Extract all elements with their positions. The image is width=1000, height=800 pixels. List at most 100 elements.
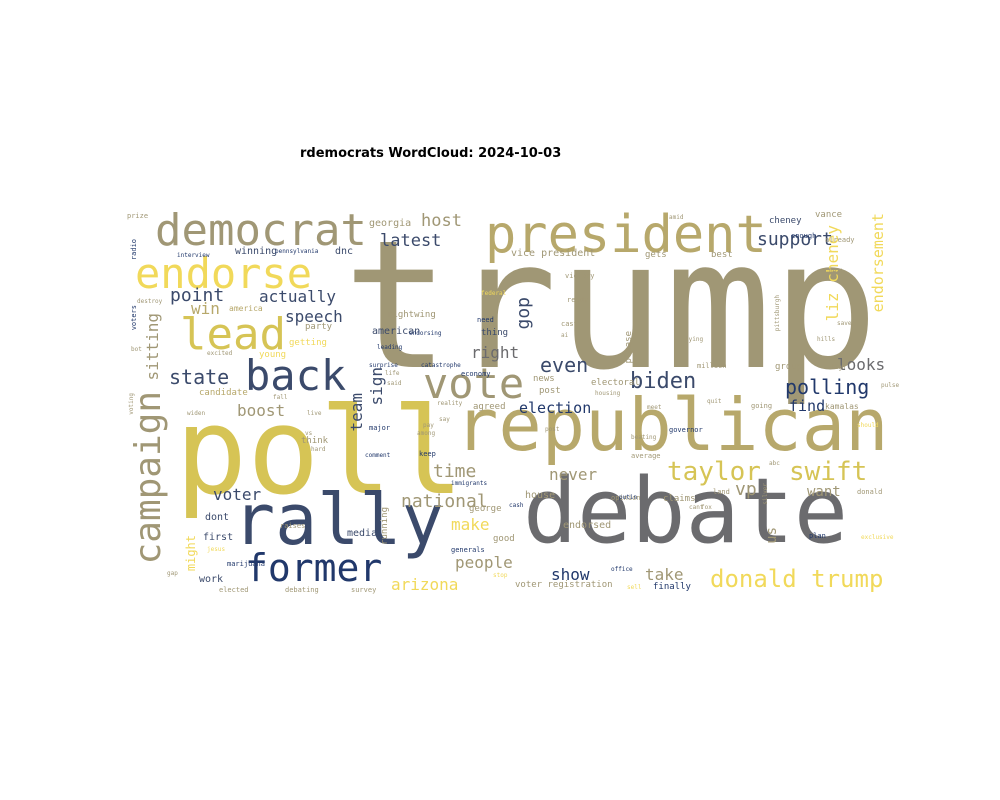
cloud-word: voter [213,485,262,504]
cloud-word: work [199,574,224,585]
cloud-word: president [485,205,767,265]
cloud-word: news [533,374,555,384]
cloud-word: surprise [369,362,398,369]
cloud-word: prize [127,212,149,220]
cloud-word: vote [423,359,525,408]
cloud-word: kamalas [825,402,859,411]
cloud-word: voting [128,393,135,415]
cloud-word: swift [789,457,868,487]
cloud-word: save [837,320,852,327]
cloud-word: pulse [881,382,900,389]
cloud-word: governor [669,426,703,434]
cloud-word: opinion [611,494,641,502]
cloud-word: quit [707,398,722,405]
cloud-word: find [789,397,826,415]
cloud-word: enough [791,232,817,240]
cloud-word: fox [701,504,712,511]
cloud-word: bot [131,346,142,353]
cloud-word: gap [167,570,178,577]
cloud-word: people [455,553,513,572]
cloud-word: good [493,534,515,544]
cloud-word: hard [311,446,326,453]
cloud-word: best [711,250,733,260]
cloud-word: donald trump [710,565,884,593]
cloud-word: never [549,465,598,484]
cloud-word: support [757,229,833,250]
word-cloud: trump poll republican debate rally president d… [125,205,900,595]
cloud-word: pay [423,422,434,429]
cloud-word: pennsylvania [275,248,319,255]
cloud-word: first [203,532,234,543]
cloud-word: right [471,343,520,362]
cloud-word: media [347,528,378,539]
cloud-word: might [184,535,198,572]
cloud-word: survey [351,586,377,594]
cloud-word: post [545,426,560,433]
cloud-word: federal [481,290,507,297]
cloud-word: group [775,362,803,372]
cloud-word: georgia [369,218,412,229]
cloud-word: endorsement [869,213,887,313]
cloud-word: jesus [207,546,226,553]
cloud-word: agreed [473,402,506,412]
cloud-word: ready [567,296,589,304]
cloud-word: high [831,364,846,371]
cloud-word: debating [285,586,319,594]
cloud-word: life [385,370,400,377]
cloud-word: national [401,491,488,512]
cloud-word: raises [280,522,306,530]
cloud-word: map [611,358,622,365]
cloud-word: back [245,351,347,400]
cloud-word: destroy [137,298,163,305]
cloud-word: arizona [391,575,459,594]
cloud-word: show [551,565,590,584]
cloud-word: generals [451,546,485,554]
cloud-word: already [825,236,855,244]
cloud-word: candidate [199,388,248,398]
cloud-word: young [259,350,287,360]
cloud-word: say [439,416,450,423]
cloud-word: reality [437,400,463,407]
cloud-word: cash [509,502,524,509]
cloud-word: average [631,452,661,460]
cloud-word: electoral [591,378,640,388]
cloud-word: office [611,566,633,573]
cloud-word: american [372,326,421,337]
cloud-word: said [387,380,402,387]
cloud-word: economy [461,370,491,378]
cloud-word: gop [513,297,534,330]
cloud-word: state [169,365,230,389]
cloud-word: should [857,422,879,429]
cloud-word: want [807,484,841,500]
cloud-word: latest [380,231,442,251]
cloud-word: election [519,399,592,417]
cloud-word: speech [285,307,343,326]
cloud-word: interview [177,252,210,259]
cloud-word: immigrants [451,480,488,487]
cloud-word: house [525,490,556,501]
cloud-word: voters [130,305,138,331]
cloud-word: gets [645,250,667,260]
cloud-word: cast [561,320,578,328]
cloud-word: time [433,461,477,482]
cloud-word: campaign [128,391,169,565]
cloud-word: dnc [335,246,354,257]
cloud-word: plan [809,532,826,540]
cloud-word: elected [219,586,249,594]
cloud-word: beat [829,268,844,275]
cloud-word: republican [455,383,889,467]
cloud-word: marijuana [227,560,265,568]
cloud-word: lead [180,309,286,360]
cloud-word: widen [187,410,206,417]
cloud-word: please [624,331,634,364]
cloud-word: beating [631,434,657,441]
cloud-word: pittsburgh [774,295,781,332]
cloud-word: endorse [135,249,313,298]
cloud-word: housing [595,390,621,397]
cloud-word: post [539,386,561,396]
cloud-word: putin [619,494,638,501]
cloud-word: going [751,402,773,410]
cloud-word: need [477,316,494,324]
cloud-word: actually [259,287,337,306]
cloud-word: keep [419,450,436,458]
